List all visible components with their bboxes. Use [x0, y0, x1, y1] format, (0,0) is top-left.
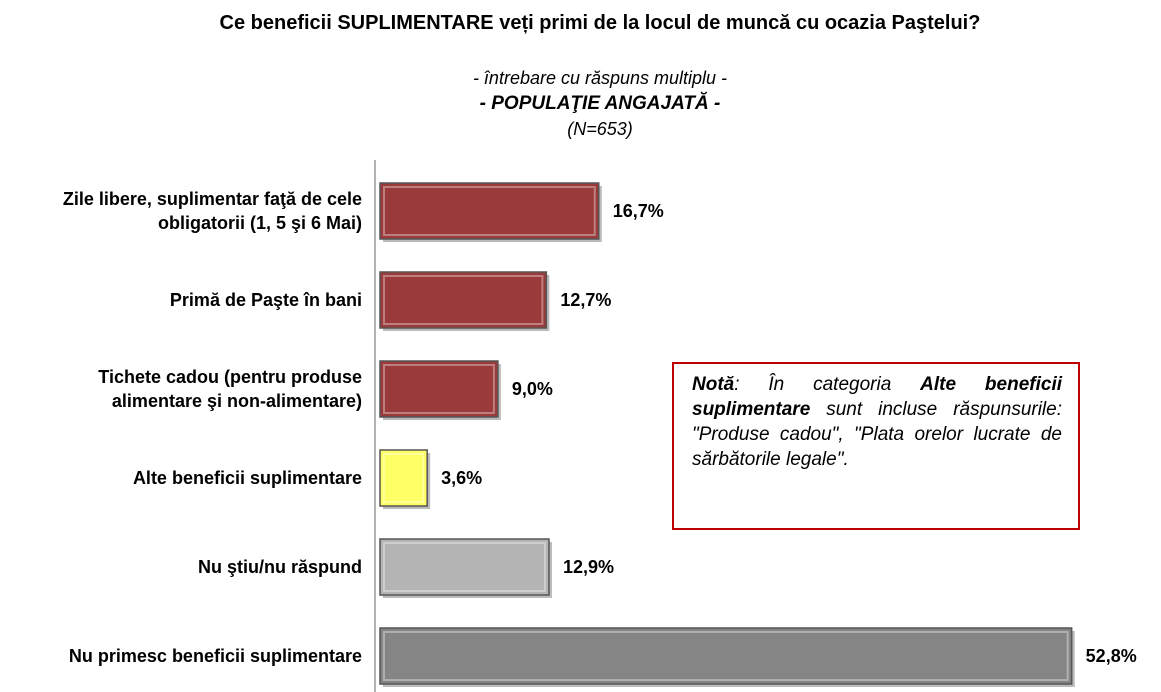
population: - POPULAŢIE ANGAJATĂ - [479, 93, 721, 114]
category-label: Nu ştiu/nu răspund [198, 557, 362, 577]
category-label: Primă de Paşte în bani [169, 290, 362, 310]
category-label: Nu primesc beneficii suplimentare [68, 646, 362, 666]
bar-bevel [383, 542, 546, 592]
category-label: Tichete cadou (pentru produse alimentare… [98, 367, 362, 411]
bar [379, 627, 1073, 685]
bar [379, 182, 600, 240]
value-label: 12,7% [560, 290, 612, 310]
category-label: Alte beneficii suplimentare [132, 468, 362, 488]
bar [379, 360, 499, 418]
bar-bevel [383, 364, 495, 414]
bar-bevel [383, 186, 596, 236]
category-label: Zile libere, suplimentar faţă de cele ob… [62, 189, 362, 233]
note-box: Notă: În categoria Alte beneficii suplim… [672, 362, 1080, 530]
value-label: 12,9% [562, 557, 615, 577]
bar [379, 271, 548, 329]
note-text: Notă [692, 374, 735, 395]
bar-bevel [383, 275, 544, 325]
value-label: 52,8% [1085, 646, 1137, 666]
note-text: Alte beneficii suplimentare [692, 374, 1063, 420]
subtitle: - întrebare cu răspuns multiplu - [472, 68, 728, 88]
chart-title: Ce beneficii SUPLIMENTARE veți primi de … [219, 12, 981, 34]
bar [379, 538, 550, 596]
value-label: 3,6% [441, 468, 483, 488]
bar-bevel [383, 631, 1069, 681]
note-text: sunt incluse răspunsurile: "Produse cado… [692, 399, 1062, 470]
bar-bevel [383, 453, 425, 503]
note-text: : În categoria [734, 374, 921, 395]
bar [379, 449, 428, 507]
value-label: 16,7% [612, 201, 664, 221]
sample-size: (N=653) [567, 119, 633, 139]
value-label: 9,0% [511, 379, 553, 399]
